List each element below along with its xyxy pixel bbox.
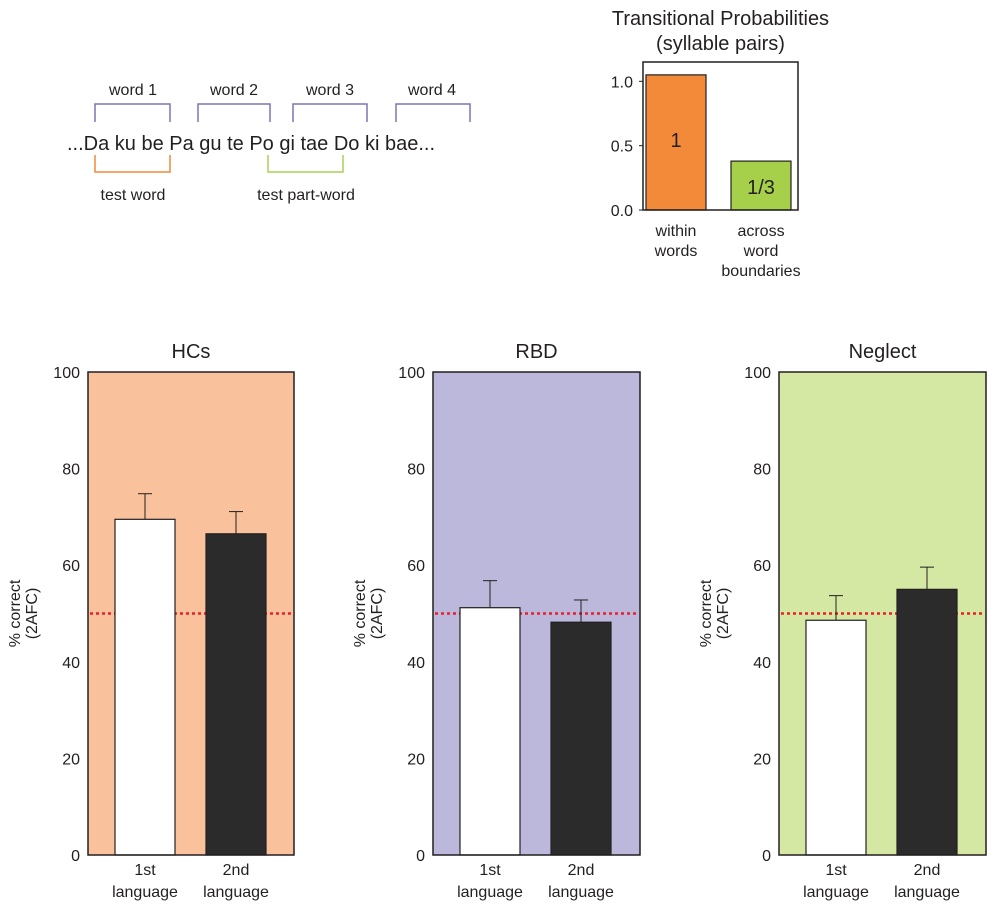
y-tick-label: 80 [753,462,771,479]
bar [805,619,867,856]
chart-title: Transitional Probabilities [612,8,829,30]
word-label: word 2 [209,82,258,99]
y-tick-label: 1.0 [611,74,633,91]
y-tick-label: 100 [744,365,771,382]
y-tick-label: 60 [62,558,80,575]
y-axis-label: % correct [352,579,369,647]
y-axis-label: % correct [698,579,715,647]
x-tick-label: language [203,884,269,901]
x-tick-label: 1st [134,862,156,879]
word-bracket [197,103,271,122]
bar [459,607,521,856]
plot-frame [642,61,799,211]
y-tick-label: 0 [71,848,80,865]
plot-frame [778,371,987,856]
y-axis-label: % correct [7,579,24,647]
x-tick-label: word [743,243,779,260]
word-label: word 1 [108,82,157,99]
bar [730,160,792,211]
x-tick-label: boundaries [721,263,800,280]
word-bracket [292,103,368,122]
y-tick-label: 80 [62,462,80,479]
x-tick-label: language [894,884,960,901]
bar [645,74,707,211]
x-tick-label: words [654,243,698,260]
chart-subtitle: (syllable pairs) [656,33,785,55]
bar [114,518,176,856]
chart-title: HCs [172,341,211,363]
rbd-chart: 1st language 2nd language 0 20 40 60 80 100 RBD % c… [352,341,641,901]
syllable-stream: ...Da ku be Pa gu te Po gi tae Do ki bae… [67,133,435,155]
x-tick-label: 2nd [223,862,250,879]
plot-frame [432,371,641,856]
neglect-chart: 1st language 2nd language 0 20 40 60 80 100 Neglec… [698,341,987,901]
x-tick-label: across [737,223,784,240]
bar [896,588,958,856]
x-tick-label: 2nd [914,862,941,879]
x-tick-label: language [803,884,869,901]
y-axis-label-unit: (2AFC) [369,588,386,640]
y-tick-label: 0.5 [611,139,633,156]
test-word-label: test word [101,187,166,204]
y-tick-label: 0 [416,848,425,865]
x-tick-label: 1st [825,862,847,879]
chart-title: RBD [515,341,557,363]
hcs-chart: 1st language 2nd language 0 20 40 60 80 100 HCs % c… [7,341,295,901]
bar [205,533,267,856]
y-tick-label: 20 [62,751,80,768]
tp-chart: 1 within words 1/3 across word boundaries 0.0 0.… [611,8,829,280]
y-tick-label: 60 [407,558,425,575]
y-tick-label: 0 [762,848,771,865]
x-tick-label: 1st [479,862,501,879]
x-tick-label: language [112,884,178,901]
y-tick-label: 40 [62,655,80,672]
test-word-bracket [94,155,171,173]
bar [550,621,612,856]
y-axis-label-unit: (2AFC) [24,588,41,640]
y-tick-label: 40 [407,655,425,672]
word-label: word 3 [305,82,354,99]
chart-title: Neglect [849,341,917,363]
word-bracket [395,103,471,122]
y-tick-label: 0.0 [611,203,633,220]
y-tick-label: 60 [753,558,771,575]
y-tick-label: 40 [753,655,771,672]
test-partword-bracket [267,155,344,173]
data-label: 1/3 [747,177,775,199]
y-tick-label: 100 [398,365,425,382]
x-tick-label: 2nd [568,862,595,879]
y-tick-label: 20 [407,751,425,768]
y-tick-label: 20 [753,751,771,768]
word-label: word 4 [407,82,456,99]
y-tick-label: 80 [407,462,425,479]
y-axis-label-unit: (2AFC) [715,588,732,640]
word-bracket [94,103,171,122]
test-partword-label: test part-word [257,187,355,204]
x-tick-label: language [548,884,614,901]
x-tick-label: language [457,884,523,901]
x-tick-label: within [655,223,697,240]
y-tick-label: 100 [53,365,80,382]
segmentation-diagram: word 1 word 2 word 3 word 4 ...Da ku be … [67,82,471,204]
plot-frame [87,371,295,856]
data-label: 1 [670,130,681,152]
